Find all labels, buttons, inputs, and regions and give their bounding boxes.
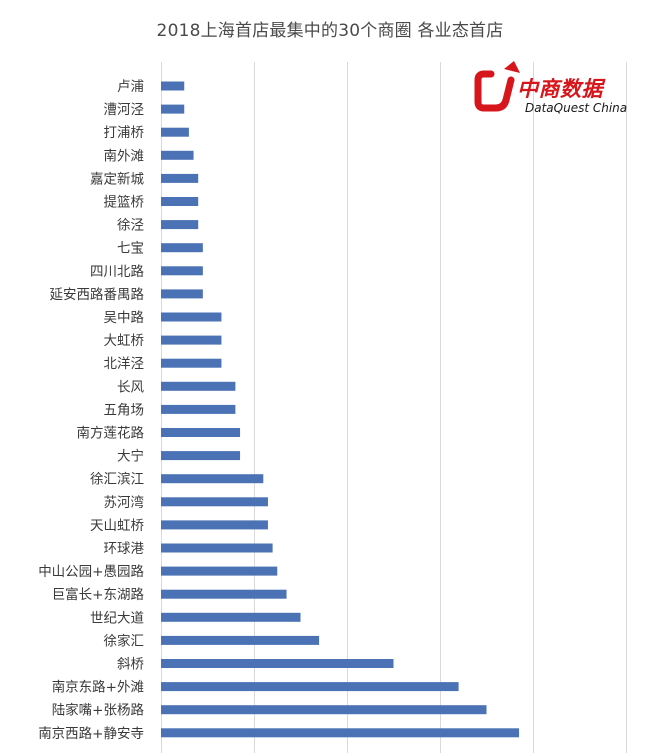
category-label: 南京西路+静安寺 (38, 726, 144, 742)
category-label: 天山虹桥 (90, 518, 144, 534)
bar (161, 335, 222, 345)
bar (161, 381, 236, 391)
bar (161, 358, 222, 368)
category-label: 斜桥 (117, 657, 144, 673)
bar (161, 474, 264, 484)
bar (161, 173, 199, 183)
category-label: 巨富长+东湖路 (52, 586, 145, 603)
bar (161, 150, 194, 160)
bar (161, 705, 487, 715)
bar (161, 127, 189, 137)
brand-name-cn: 中商数据 (517, 77, 603, 101)
bar (161, 104, 185, 114)
category-label: 徐家汇 (104, 632, 145, 649)
bar (161, 451, 241, 461)
bar (161, 220, 199, 230)
category-label: 提篮桥 (104, 195, 145, 211)
category-label: 南方莲花路 (77, 426, 145, 442)
category-label: 北洋泾 (104, 356, 145, 372)
category-label: 打浦桥 (104, 124, 145, 141)
category-label: 长风 (117, 379, 144, 395)
category-label: 中山公园+愚园路 (38, 564, 144, 580)
category-labels: 卢浦漕河泾打浦桥南外滩嘉定新城提篮桥徐泾七宝四川北路延安西路番禺路吴中路大虹桥北… (38, 79, 144, 742)
bar (161, 428, 241, 437)
bar (161, 289, 203, 299)
category-label: 嘉定新城 (90, 171, 144, 187)
category-label: 四川北路 (90, 264, 144, 280)
bar (161, 635, 320, 645)
category-label: 徐汇滨江 (90, 472, 144, 488)
category-label: 陆家嘴+张杨路 (52, 702, 145, 719)
bar (161, 728, 520, 738)
bar (161, 404, 236, 414)
bar (161, 81, 185, 91)
category-label: 徐泾 (117, 218, 144, 234)
chart-title: 2018上海首店最集中的30个商圈 各业态首店 (156, 21, 504, 41)
category-label: 南外滩 (104, 148, 145, 164)
category-label: 世纪大道 (90, 610, 144, 626)
bar (161, 243, 203, 253)
bar (161, 612, 301, 622)
bar (161, 312, 222, 322)
category-label: 延安西路番禺路 (50, 287, 145, 303)
category-label: 漕河泾 (104, 102, 145, 118)
brand-name-en: DataQuest China (525, 101, 628, 115)
category-label: 大宁 (117, 448, 144, 465)
category-label: 南京东路+外滩 (52, 680, 144, 696)
brand-logo: 中商数据 DataQuest China (474, 60, 644, 120)
bars (161, 81, 520, 738)
category-label: 吴中路 (104, 310, 145, 326)
category-label: 七宝 (117, 241, 144, 257)
bar (161, 659, 394, 668)
category-label: 大虹桥 (104, 333, 145, 349)
category-label: 苏河湾 (104, 494, 145, 511)
bar (161, 520, 268, 530)
bar (161, 197, 199, 206)
bar (161, 566, 278, 576)
brand-logo-mark-icon (474, 61, 520, 112)
bar (161, 682, 459, 692)
category-label: 五角场 (104, 402, 145, 418)
bar (161, 543, 273, 553)
category-label: 环球港 (104, 541, 145, 557)
category-label: 卢浦 (117, 79, 144, 95)
bar (161, 497, 268, 507)
bar (161, 266, 203, 276)
bar (161, 589, 287, 599)
